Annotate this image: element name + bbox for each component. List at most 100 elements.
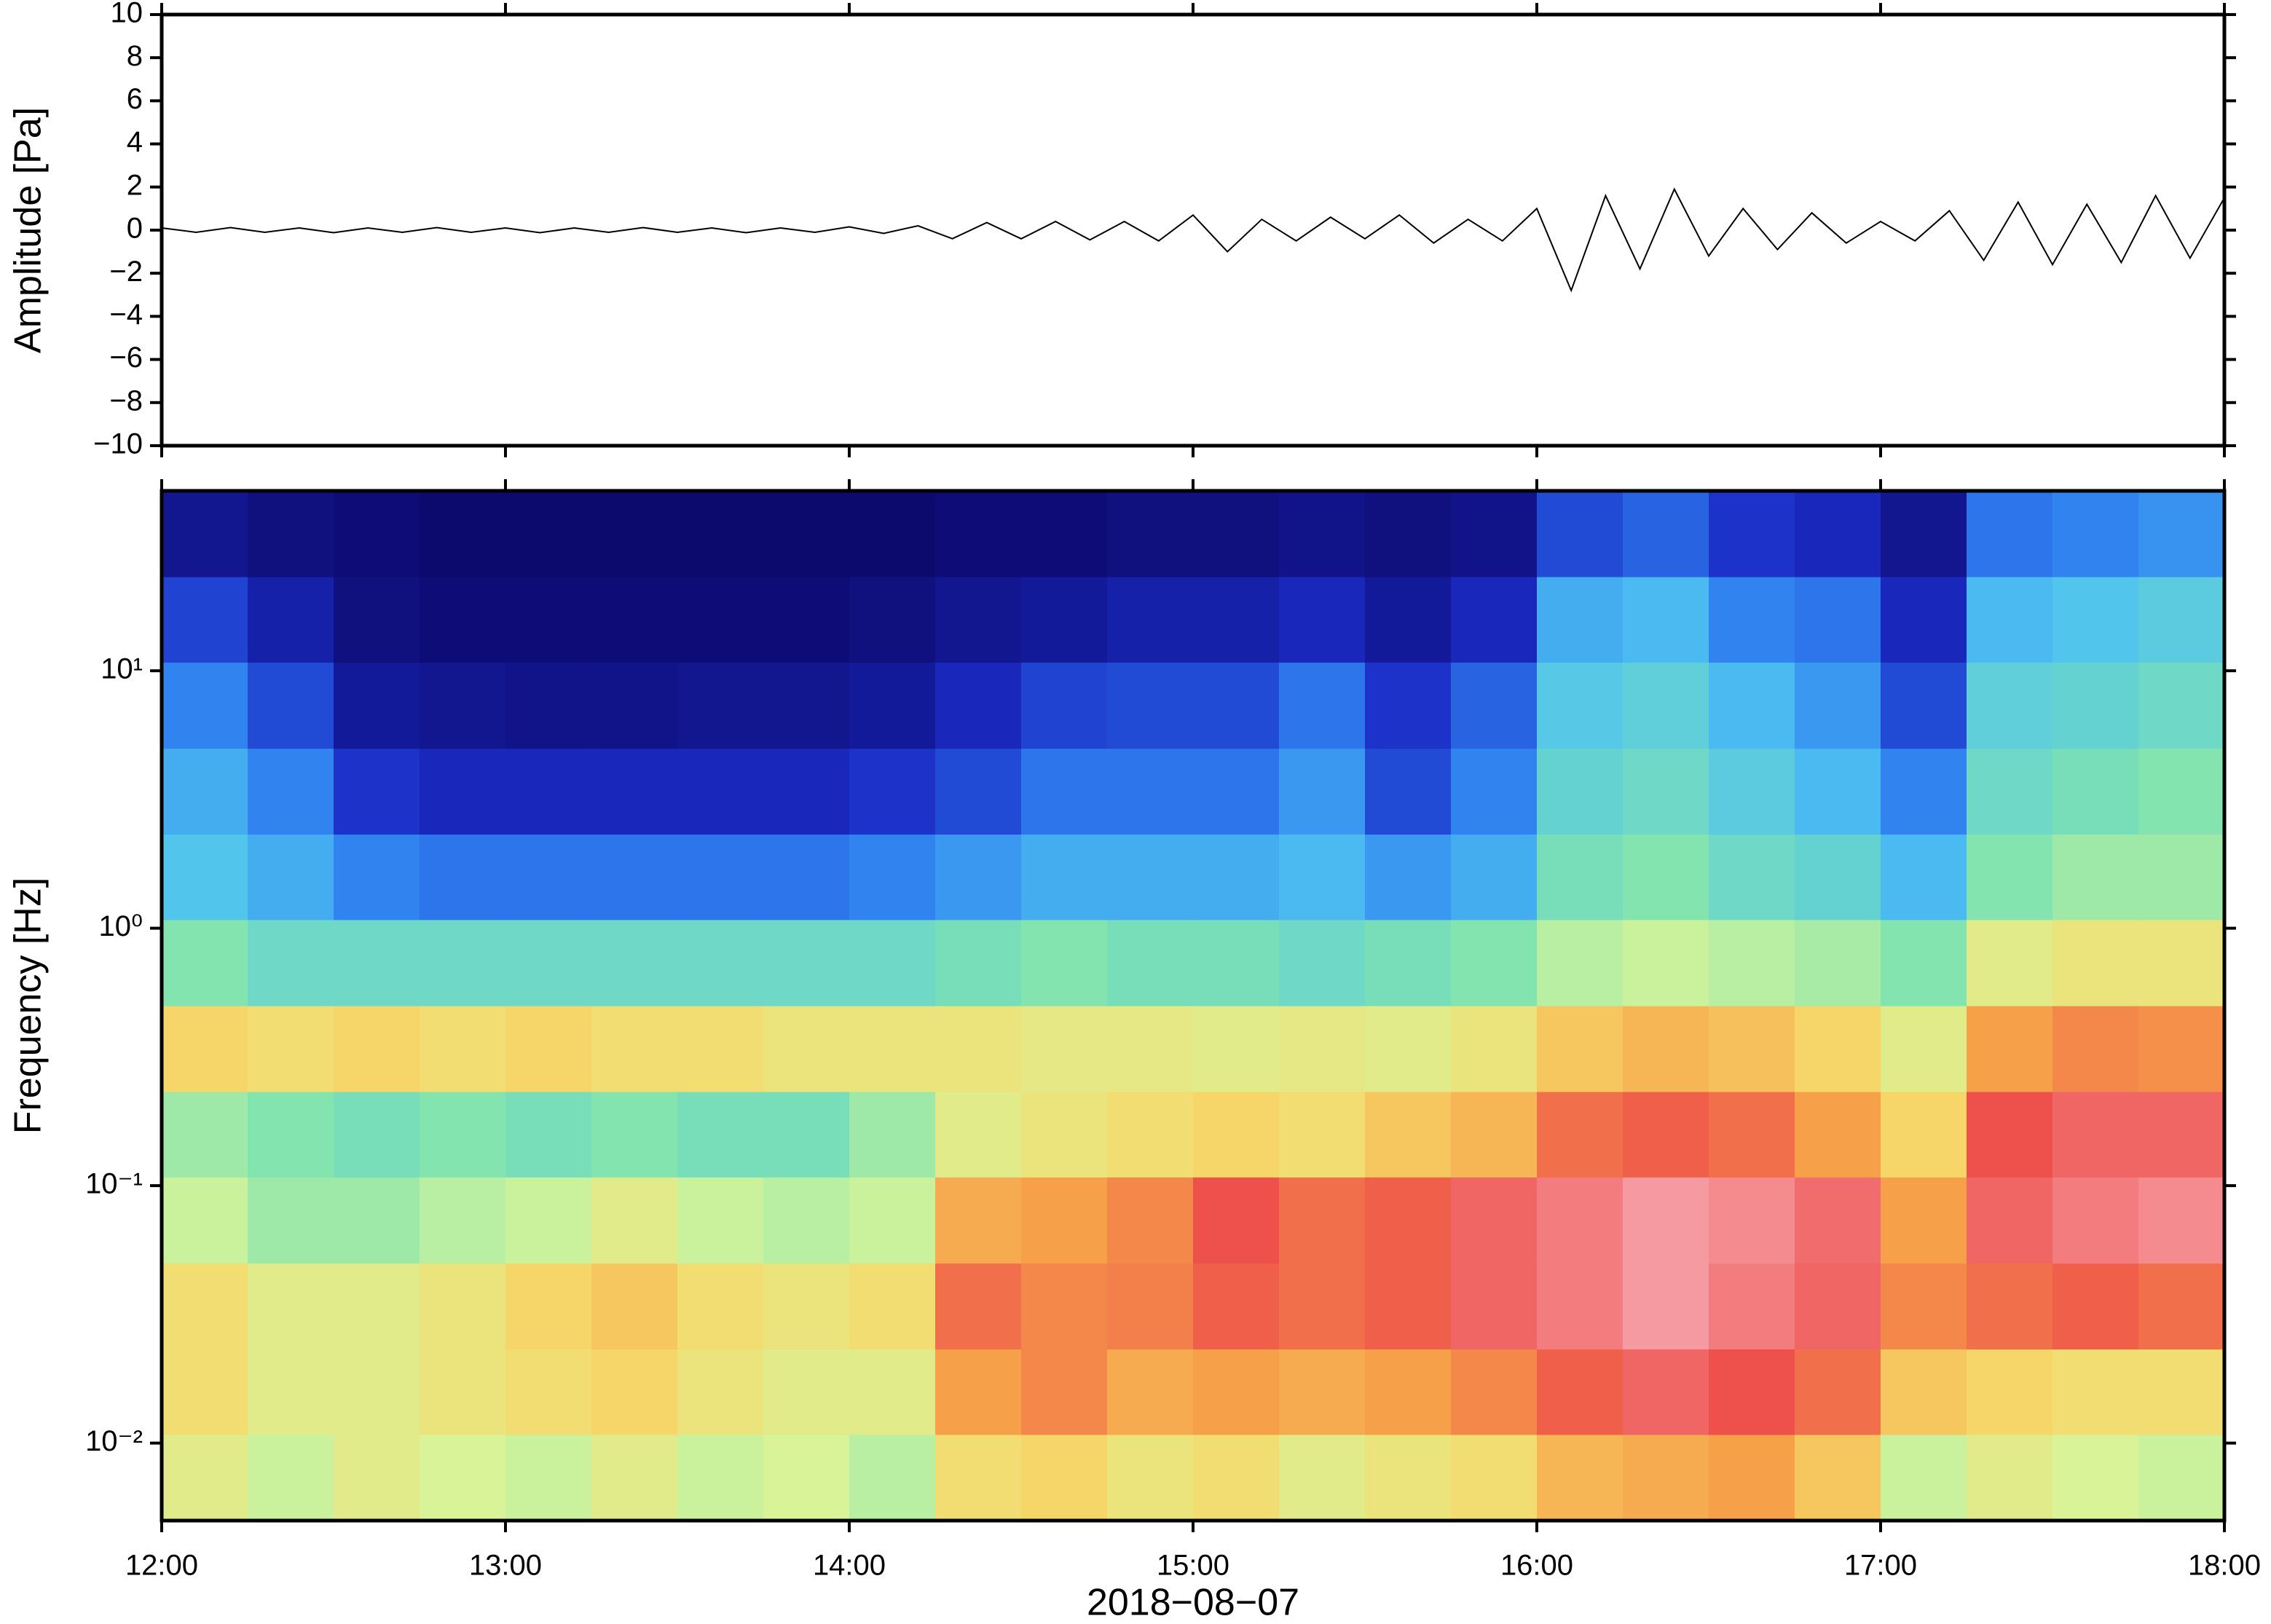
cell [2052,576,2139,663]
cell [1279,1177,1366,1264]
cell [677,1263,764,1349]
spectrogram [162,491,2225,1521]
cell [1795,1177,1881,1264]
cell [935,662,1022,749]
cell [1967,491,2053,578]
cell [677,576,764,663]
cell [248,1091,334,1178]
cell [1537,576,1623,663]
cell [1193,1263,1280,1349]
cell [248,834,334,921]
cell [1709,576,1795,663]
cell [2138,1434,2225,1521]
cell [1795,1434,1881,1521]
cell [1537,1091,1623,1178]
cell [420,1006,506,1092]
cell [2138,576,2225,663]
cell [1365,1263,1452,1349]
cell [2052,1091,2139,1178]
cell [1193,1177,1280,1264]
cell [2052,1434,2139,1521]
cell [1107,748,1194,835]
cell [334,1349,420,1435]
cell [1623,576,1709,663]
cell [505,662,592,749]
cell [2138,919,2225,1006]
cell [1623,1091,1709,1178]
cell [1795,576,1881,663]
cell [1365,662,1452,749]
cell [248,1349,334,1435]
cell [1279,491,1366,578]
x-tick-label: 16:00 [1500,1550,1573,1582]
cell [1709,1177,1795,1264]
cell [763,1349,850,1435]
cell [1881,1263,1967,1349]
cell [505,1434,592,1521]
cell [935,576,1022,663]
cell [1451,1263,1538,1349]
x-tick-label: 13:00 [469,1550,542,1582]
cell [763,491,850,578]
cell [334,834,420,921]
y-tick-label: −4 [109,299,143,331]
cell [1365,1006,1452,1092]
cell [248,748,334,835]
cell [1107,1434,1194,1521]
cell [591,1091,678,1178]
cell [248,662,334,749]
cell [1623,1006,1709,1092]
cell [1537,491,1623,578]
cell [1021,576,1108,663]
cell [505,491,592,578]
cell [763,1434,850,1521]
y-tick-label: 10¹ [101,653,143,685]
cell [2138,834,2225,921]
cell [1451,491,1538,578]
cell [1709,1091,1795,1178]
cell [1365,919,1452,1006]
cell [1451,834,1538,921]
cell [1623,491,1709,578]
cell [420,834,506,921]
x-tick-label: 14:00 [813,1550,886,1582]
cell [1021,1263,1108,1349]
cell [1107,1006,1194,1092]
cell [420,1177,506,1264]
cell [2052,662,2139,749]
y-tick-label: 2 [127,169,143,201]
waveform [161,187,2225,293]
cell [935,1006,1022,1092]
cell [763,1006,850,1092]
cell [1795,1091,1881,1178]
x-tick-label: 17:00 [1844,1550,1917,1582]
cell [763,576,850,663]
y-tick-label: 10⁰ [98,910,143,942]
cell [1107,576,1194,663]
cell [2138,1091,2225,1178]
x-tick-label: 18:00 [2188,1550,2261,1582]
cell [1107,491,1194,578]
cell [763,834,850,921]
cell [849,491,936,578]
cell [162,834,248,921]
cell [162,491,248,578]
cell [1021,834,1108,921]
y-tick-label: 10 [111,0,143,29]
cell [162,1434,248,1521]
cell [1537,1263,1623,1349]
plot-frame [160,12,2227,448]
cell [591,1349,678,1435]
cell [1193,1006,1280,1092]
cell [935,491,1022,578]
cell [591,748,678,835]
cell [1623,748,1709,835]
cell [1193,834,1280,921]
cell [1193,748,1280,835]
cell [1537,1349,1623,1435]
cell [1365,1177,1452,1264]
cell [1021,748,1108,835]
y-tick-label: 6 [127,83,143,115]
cell [1795,1006,1881,1092]
cell [1795,748,1881,835]
